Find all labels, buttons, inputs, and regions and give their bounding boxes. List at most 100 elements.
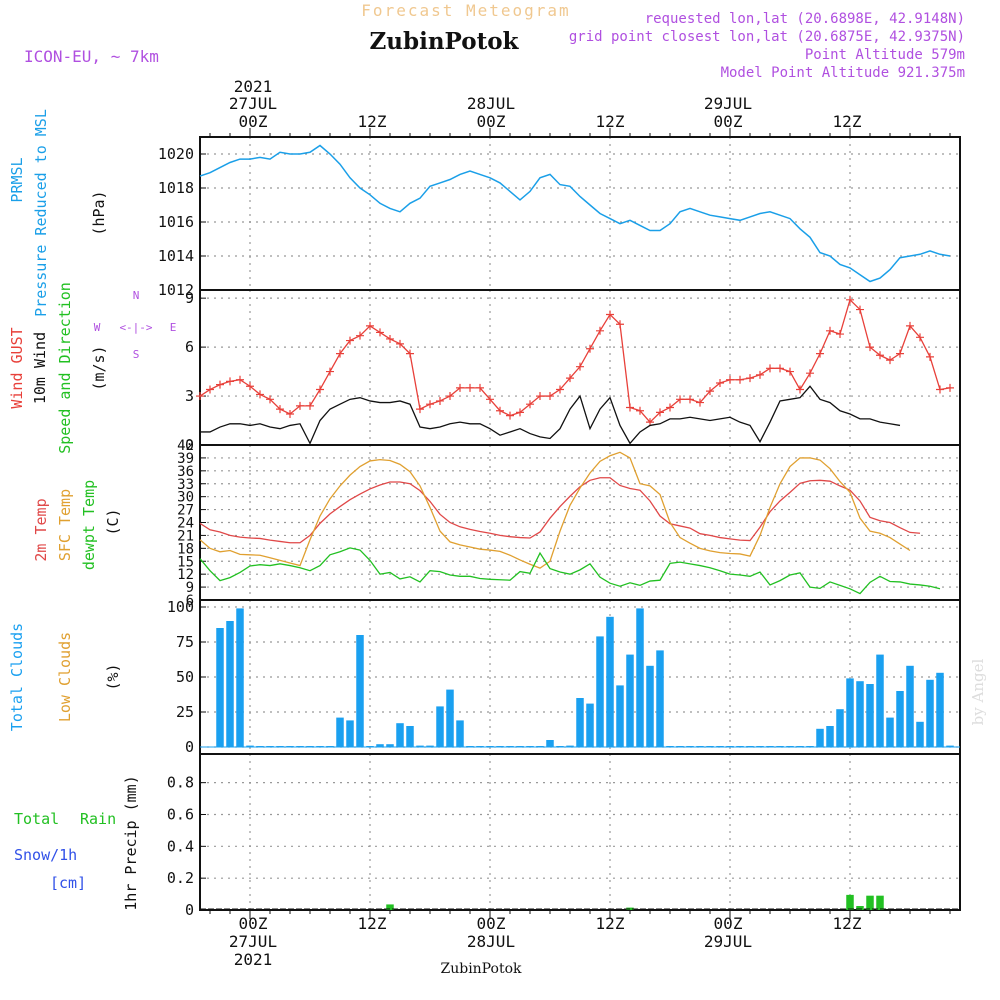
temp-line-dewpt-temp [199,547,941,595]
cloud-bar [846,678,854,747]
wind-gust-marker [866,343,874,352]
cloud-bar [906,665,914,747]
wind-gust-marker [296,401,304,410]
cloud-bar [886,717,894,747]
wind-gust-marker [496,406,504,415]
pressure-unit: (hPa) [90,190,108,235]
y-tick-label: 75 [176,633,194,651]
pressure-line [199,144,951,283]
cloud-bar [876,654,884,747]
wind-gust-marker [566,374,574,383]
wind-gust-marker [836,330,844,339]
wind-gust-marker [516,408,524,417]
wind-gust-marker [356,331,364,340]
y-tick-label: 30 [177,490,194,506]
cloud-bar [576,698,584,747]
wind-gust-marker [796,385,804,394]
panel-frame [199,753,961,911]
wind-gust-marker [726,375,734,384]
wind-gust-marker [466,383,474,392]
y-tick-label: 25 [176,703,194,721]
wind-gust-marker [716,379,724,387]
top-tick-label: 12Z [358,112,387,131]
cloud-total-label: Total Clouds [8,623,26,731]
top-tick-label: 12Z [833,112,862,131]
temp-line-sfc-temp [199,451,911,569]
panel-precip: 0 0.2 0.4 0.6 0.8 [167,753,961,919]
y-tick-label: 3 [185,387,194,405]
cloud-bar [336,717,344,747]
cloud-bar [626,654,634,747]
precip-bar [846,894,854,910]
precip-panel-labels: 1hr Precip (mm) Total Rain Snow/1h [cm] [14,775,140,910]
wind-gust-marker [456,383,464,392]
wind-gust-marker [916,333,924,342]
footer-location: ZubinPotok [440,961,522,977]
precip-bar [866,895,874,910]
wind-gust-marker [196,392,204,401]
temp-sfc-label: SFC Temp [56,489,74,561]
cloud-bar [376,744,384,747]
model-altitude: Model Point Altitude 921.375m [721,65,965,81]
top-tick-label: 00Z [714,112,743,131]
wind-gust-marker [546,392,554,401]
y-tick-label: 36 [177,464,194,480]
temp-unit: (C) [104,508,122,535]
wind-gust-marker [576,362,584,371]
wind-gust-marker [776,364,784,373]
wind-gust-marker [676,395,684,404]
wind-gust-marker [606,310,614,319]
wind-gust-marker [806,369,814,378]
y-tick-label: 9 [186,580,194,596]
y-tick-label: 0.6 [167,805,194,823]
wind-gust-marker [756,370,764,379]
wind-gust-marker [696,398,704,407]
y-tick-label: 1020 [158,145,194,163]
wind-gust-marker [856,305,864,314]
y-tick-label: 50 [176,668,194,686]
wind-gust-marker [786,367,794,376]
wind-gust-marker [906,321,914,330]
precip-bar [856,906,864,910]
wind-gust-marker [366,321,374,330]
y-tick-label: 33 [177,477,194,493]
precip-legend-unit: [cm] [50,874,86,892]
wind-gust-marker [236,375,244,384]
cloud-bar [616,685,624,747]
compass-arrows: <-|-> [119,321,152,334]
y-tick-label: 18 [177,541,194,557]
y-tick-label: 24 [177,516,194,532]
y-tick-label: 15 [177,554,194,570]
cloud-unit: (%) [104,663,122,690]
cloud-bar [636,608,644,747]
cloud-bar [356,635,364,747]
cloud-bar [216,628,224,747]
model-label: ICON-EU, ~ 7km [24,47,159,66]
wind-gust-marker [736,375,744,384]
panel-pressure: 1012 1014 1016 1018 1020 [158,136,961,299]
cloud-bar [916,721,924,747]
cloud-bar [606,616,614,747]
precip-legend-total: Total [14,810,59,828]
wind-gust-marker [446,392,454,401]
compass-rose: N S W E <-|-> [94,289,177,361]
cloud-bar [546,740,554,747]
pressure-label-prmsl: PRMSL [8,157,26,202]
temp-line-2m-temp [199,477,921,544]
bottom-tick-label: 12Z [833,914,862,933]
cloud-bar [446,689,454,747]
wind-gust-marker [376,328,384,337]
wind-gust-marker [536,392,544,401]
watermark: by Angel [969,658,987,725]
bottom-year: 2021 [234,950,273,969]
cloud-bar [346,720,354,747]
wind-gust-marker [246,382,254,391]
y-tick-label: 1018 [158,179,194,197]
top-title: Forecast Meteogram [361,1,570,20]
precip-legend-rain: Rain [80,810,116,828]
wind-gust-marker [896,349,904,358]
cloud-bar [396,723,404,747]
bottom-date-29jul: 29JUL [704,932,752,951]
